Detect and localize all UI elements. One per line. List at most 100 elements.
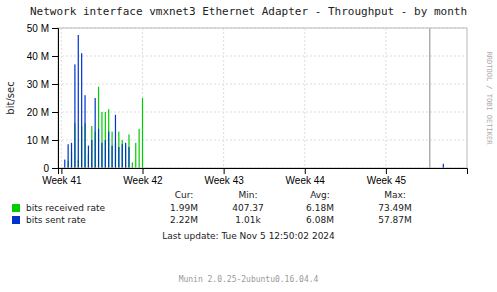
tick-label: Week 45 (367, 175, 407, 186)
grid-line-y (58, 84, 467, 85)
tick: Week 42 (123, 168, 163, 186)
bar (108, 132, 109, 168)
tick-mark (305, 168, 306, 174)
stats-table: Cur:Min:Avg:Max:1.99M407.376.18M73.49M2.… (170, 190, 412, 225)
axis-line (52, 29, 59, 169)
series (64, 35, 444, 168)
bar (91, 126, 92, 168)
bar (108, 109, 109, 168)
tick-mark (52, 140, 58, 141)
bar (101, 143, 102, 168)
stats-cell: 6.08M (306, 215, 334, 225)
bar (91, 140, 92, 168)
y-axis-title: bit/sec (5, 81, 16, 114)
bar (142, 98, 143, 168)
bar (98, 129, 99, 168)
bar (88, 146, 89, 168)
last-update: Last update: Tue Nov 5 12:50:02 2024 (162, 231, 335, 241)
legend: bits received rate bits sent rate (12, 203, 105, 225)
tick-mark (52, 84, 58, 85)
tick-label: 20 M (27, 107, 49, 118)
stats-cell: 2.22M (170, 215, 198, 225)
legend-label: bits received rate (26, 203, 105, 213)
tick-label: 0 (43, 163, 49, 174)
tick-mark (61, 168, 62, 174)
footer: Munin 2.0.25-2ubuntu0.16.04.4 (179, 275, 319, 284)
tick-label: Week 41 (42, 175, 82, 186)
bar (122, 144, 123, 168)
bar (95, 98, 96, 168)
bar (81, 53, 82, 168)
tick: 0 (43, 163, 58, 174)
tick-label: Week 44 (286, 175, 326, 186)
stats-cell: 407.37 (232, 203, 264, 213)
bar (71, 143, 72, 168)
bar (118, 132, 119, 168)
bar (111, 146, 112, 168)
bar (122, 140, 123, 168)
stats-cell: 73.49M (378, 203, 412, 213)
grid-line-x (61, 28, 62, 168)
tick: Week 45 (367, 168, 407, 186)
stats-header: Min: (238, 190, 257, 200)
bar (64, 160, 65, 168)
bar (115, 115, 116, 168)
bar (443, 164, 444, 168)
stats-cell: 1.99M (170, 203, 198, 213)
bar (139, 129, 140, 168)
bar (101, 112, 102, 168)
marks (64, 28, 444, 168)
bar (111, 132, 112, 168)
axis-line (59, 169, 468, 175)
tick-mark (143, 168, 144, 174)
tick-label: Week 42 (123, 175, 163, 186)
legend-label: bits sent rate (26, 215, 86, 225)
tick: 20 M (27, 107, 58, 118)
legend-swatch (12, 216, 20, 224)
stats-cell: 1.01k (235, 215, 261, 225)
bar (84, 95, 85, 168)
grid-line-x (223, 28, 224, 168)
tick: Week 44 (286, 168, 326, 186)
bar (118, 147, 119, 168)
tick: 50 M (27, 23, 58, 34)
grid-line-y (58, 112, 467, 113)
bar (105, 112, 106, 168)
tick-label: 40 M (27, 51, 49, 62)
y-axis: 0 10 M 20 M 30 M 40 M 50 M (27, 23, 59, 174)
stats-header: Avg: (310, 190, 330, 200)
bar (74, 64, 75, 168)
current-line (429, 28, 430, 168)
chart-container: Network interface vmxnet3 Ethernet Adapt… (0, 0, 497, 292)
tick: 30 M (27, 79, 58, 90)
tick-mark (386, 168, 387, 174)
tick-label: 10 M (27, 135, 49, 146)
bar (98, 87, 99, 168)
grid-line-x (304, 28, 305, 168)
bar (78, 35, 79, 168)
bar (105, 140, 106, 168)
grid-line-x (142, 28, 143, 168)
stats-cell: 57.87M (378, 215, 412, 225)
tick-label: 30 M (27, 79, 49, 90)
chart-title: Network interface vmxnet3 Ethernet Adapt… (30, 5, 467, 18)
bar (68, 144, 69, 168)
tick-label: 50 M (27, 23, 49, 34)
x-axis: Week 41 Week 42 Week 43 Week 44 Week 45 (42, 168, 467, 186)
stats-header: Max: (384, 190, 406, 200)
tick-label: Week 43 (204, 175, 244, 186)
chart-svg: Network interface vmxnet3 Ethernet Adapt… (0, 0, 497, 292)
bar (132, 162, 133, 168)
tick-mark (52, 28, 58, 29)
grid-line-x (385, 28, 386, 168)
tick-mark (52, 168, 58, 169)
tick: Week 43 (204, 168, 244, 186)
grid-line-y (58, 56, 467, 57)
tick: 10 M (27, 135, 58, 146)
plot-frame (58, 28, 467, 168)
bar (128, 134, 129, 168)
bar (135, 143, 136, 168)
stats-header: Cur: (175, 190, 194, 200)
bar (128, 147, 129, 168)
tick-mark (52, 112, 58, 113)
